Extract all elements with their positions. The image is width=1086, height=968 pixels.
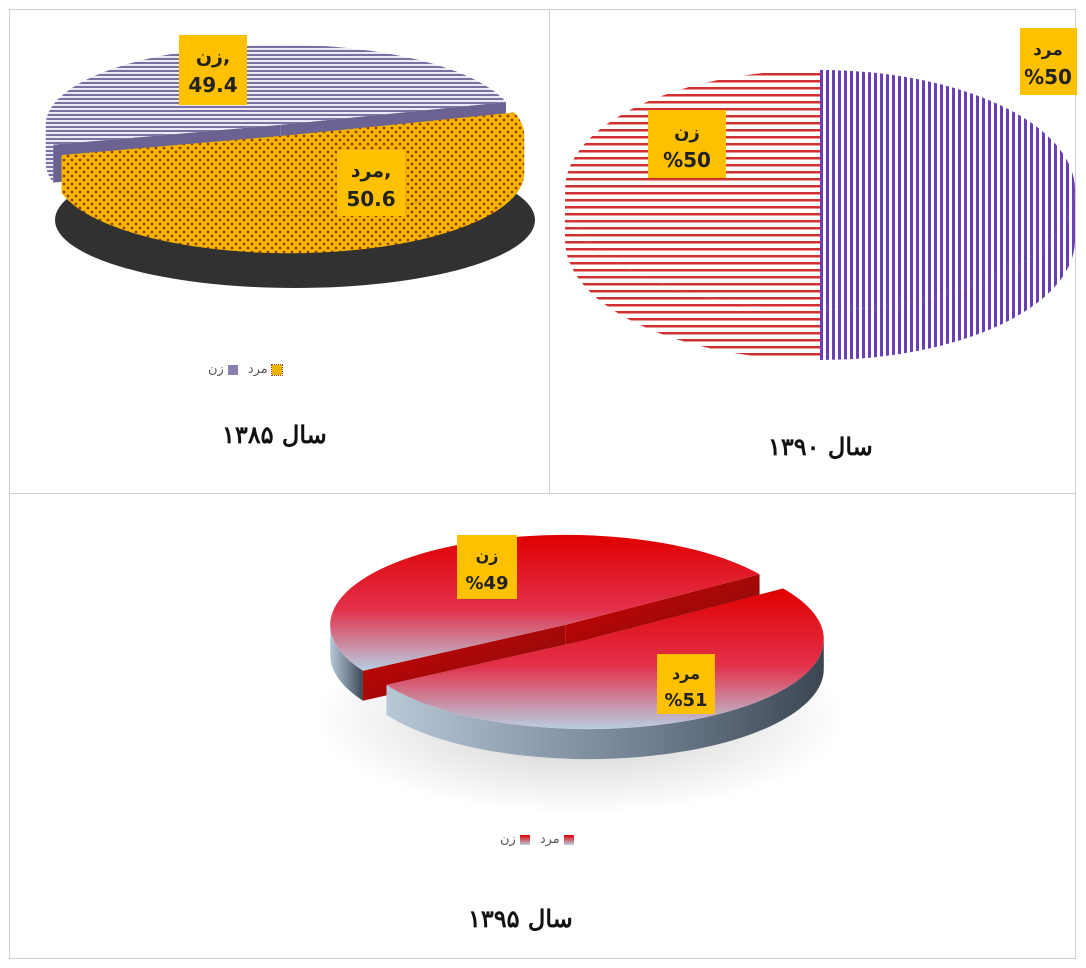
pie-slice-mard — [820, 70, 1075, 310]
data-label-mard-value: %50 — [1024, 65, 1072, 89]
chart-title-1390: سال ۱۳۹۰ — [768, 432, 873, 461]
pie-slice-zan — [45, 44, 506, 145]
data-label-box-zan — [648, 110, 726, 178]
pie-slice-zan — [565, 70, 820, 310]
legend-swatch-zan — [227, 364, 238, 375]
legend-label-mard: مرد — [247, 362, 268, 377]
chart-panel-1385: زن, 49.4 مرد, 50.6 مرد زن سال ۱۳۸۵ — [9, 9, 550, 494]
chart-title-1395: سال ۱۳۹۵ — [468, 904, 573, 933]
pie-slice-side-zan — [45, 124, 54, 183]
legend-1385: مرد زن — [208, 362, 283, 377]
legend-label-mard: مرد — [539, 832, 560, 847]
pie-slice-side-mard — [61, 135, 525, 254]
pie-chart-1390: مرد %50 زن %50 — [556, 28, 1077, 360]
data-label-box-zan — [179, 35, 247, 105]
chart-panel-1390: مرد %50 زن %50 سال ۱۳۹۰ — [549, 9, 1077, 494]
data-label-zan-value: %50 — [663, 148, 711, 172]
data-label-zan-category: زن — [476, 546, 499, 565]
data-label-box-mard — [657, 654, 715, 714]
data-label-mard-category: مرد — [672, 664, 700, 683]
chart-title-1385: سال ۱۳۸۵ — [222, 420, 327, 449]
pie-slice-zan — [330, 534, 760, 671]
data-label-zan-value: %49 — [465, 573, 508, 594]
data-label-box-zan — [457, 535, 517, 599]
data-label-mard-value: 50.6 — [346, 187, 395, 211]
pie-chart-1385: زن, 49.4 مرد, 50.6 — [45, 35, 535, 288]
legend-swatch-zan — [519, 834, 530, 845]
data-label-mard-category: مرد, — [351, 160, 392, 182]
data-label-zan-category: زن — [674, 122, 700, 143]
pie-slice-side-zan — [330, 624, 363, 701]
data-label-zan-value: 49.4 — [188, 73, 237, 97]
chart-panel-1395: زن %49 مرد %51 مرد زن سال ۱۳۹۵ — [9, 493, 1076, 959]
legend-swatch-mard — [270, 363, 283, 376]
data-label-mard-category: مرد — [1033, 40, 1063, 60]
legend-label-zan: زن — [208, 362, 224, 377]
data-label-mard-value: %51 — [664, 690, 707, 711]
pie-slice-side-mard — [386, 639, 824, 760]
legend-swatch-mard — [563, 834, 574, 845]
pie-slice-mard — [61, 112, 525, 216]
pie-slice-side-zan — [565, 190, 820, 360]
pie-chart-1395: زن %49 مرد %51 — [315, 534, 845, 814]
pie-slice-side-mard — [820, 190, 1075, 360]
legend-label-zan: زن — [500, 832, 516, 847]
data-label-zan-category: زن, — [196, 46, 230, 68]
legend-1395: مرد زن — [500, 832, 574, 847]
data-label-box-mard — [337, 150, 405, 216]
data-label-box-mard — [1020, 28, 1077, 95]
